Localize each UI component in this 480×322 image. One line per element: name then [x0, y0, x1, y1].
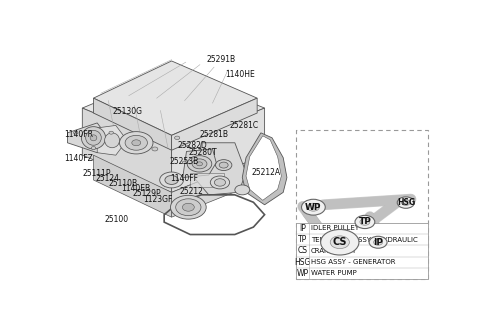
Circle shape	[235, 185, 250, 195]
Text: WP: WP	[305, 203, 322, 212]
Polygon shape	[190, 173, 224, 187]
Circle shape	[109, 131, 113, 134]
Text: 25129P: 25129P	[132, 189, 161, 198]
Text: CS: CS	[298, 246, 308, 255]
Polygon shape	[94, 61, 257, 135]
Text: 1140HE: 1140HE	[226, 70, 255, 79]
Polygon shape	[194, 143, 246, 195]
Circle shape	[120, 132, 153, 154]
Text: 25110B: 25110B	[108, 179, 137, 188]
Text: 1140FZ: 1140FZ	[64, 154, 93, 163]
Polygon shape	[94, 155, 172, 217]
Circle shape	[73, 131, 78, 134]
Polygon shape	[83, 71, 264, 145]
Text: 25253B: 25253B	[170, 157, 199, 166]
Text: HSG: HSG	[295, 258, 311, 267]
Polygon shape	[172, 155, 264, 217]
Text: 25212A: 25212A	[252, 168, 281, 177]
Text: IP: IP	[373, 238, 383, 247]
Polygon shape	[183, 149, 216, 177]
Circle shape	[373, 239, 383, 245]
Circle shape	[369, 236, 387, 248]
Text: IP: IP	[300, 224, 306, 233]
Circle shape	[125, 135, 147, 150]
Text: 25100: 25100	[105, 215, 129, 224]
Text: 25111P: 25111P	[83, 169, 111, 178]
Text: 1140FR: 1140FR	[64, 129, 93, 138]
Circle shape	[308, 203, 319, 211]
Circle shape	[215, 179, 226, 186]
Circle shape	[170, 195, 206, 219]
Circle shape	[152, 147, 158, 151]
Circle shape	[219, 162, 228, 168]
Text: 25282D: 25282D	[177, 141, 207, 150]
Circle shape	[210, 176, 229, 189]
Circle shape	[192, 159, 207, 169]
Circle shape	[355, 215, 375, 229]
Polygon shape	[172, 98, 257, 150]
Circle shape	[402, 200, 410, 205]
Polygon shape	[172, 108, 264, 192]
Text: TP: TP	[298, 235, 307, 244]
Circle shape	[321, 230, 359, 255]
Text: 1140FF: 1140FF	[170, 174, 198, 183]
FancyBboxPatch shape	[296, 130, 428, 279]
Text: CRANKSHAFT: CRANKSHAFT	[311, 248, 357, 254]
Ellipse shape	[105, 133, 120, 148]
Text: 25281C: 25281C	[229, 121, 258, 130]
Circle shape	[182, 203, 194, 211]
Text: TP: TP	[359, 217, 372, 226]
Text: 25212: 25212	[179, 187, 203, 196]
Ellipse shape	[82, 127, 106, 149]
Polygon shape	[94, 98, 172, 150]
Circle shape	[187, 156, 212, 172]
Text: 1123GF: 1123GF	[144, 195, 173, 204]
Circle shape	[165, 175, 178, 185]
Ellipse shape	[90, 135, 97, 141]
Circle shape	[196, 162, 203, 166]
Circle shape	[186, 145, 190, 147]
Text: 25281B: 25281B	[200, 129, 228, 138]
Circle shape	[182, 161, 186, 164]
Ellipse shape	[85, 130, 101, 145]
Polygon shape	[246, 136, 281, 200]
Text: IDLER PULLEY: IDLER PULLEY	[311, 225, 359, 231]
Polygon shape	[67, 123, 108, 153]
Text: 25291B: 25291B	[207, 55, 236, 64]
Text: TENSIONER ASSY - HYDRAULIC: TENSIONER ASSY - HYDRAULIC	[311, 237, 418, 242]
Circle shape	[176, 199, 201, 216]
Text: 25124: 25124	[96, 174, 120, 183]
Text: 25280T: 25280T	[188, 148, 217, 157]
Text: 25130G: 25130G	[112, 107, 142, 116]
Circle shape	[132, 140, 141, 146]
Circle shape	[91, 147, 96, 149]
Bar	[296, 223, 428, 279]
Text: HSG ASSY - GENERATOR: HSG ASSY - GENERATOR	[311, 259, 396, 265]
Text: WATER PUMP: WATER PUMP	[311, 270, 357, 277]
Circle shape	[216, 160, 232, 171]
Polygon shape	[242, 133, 287, 205]
Polygon shape	[83, 108, 172, 192]
Text: WP: WP	[297, 269, 309, 278]
Text: CS: CS	[333, 237, 347, 247]
Circle shape	[397, 197, 414, 208]
Circle shape	[175, 136, 180, 139]
Circle shape	[301, 199, 325, 215]
Text: 1140EB: 1140EB	[121, 184, 151, 193]
Circle shape	[330, 236, 349, 249]
Circle shape	[360, 219, 370, 225]
Circle shape	[160, 172, 183, 188]
Text: HSG: HSG	[397, 198, 415, 207]
Polygon shape	[97, 125, 127, 155]
